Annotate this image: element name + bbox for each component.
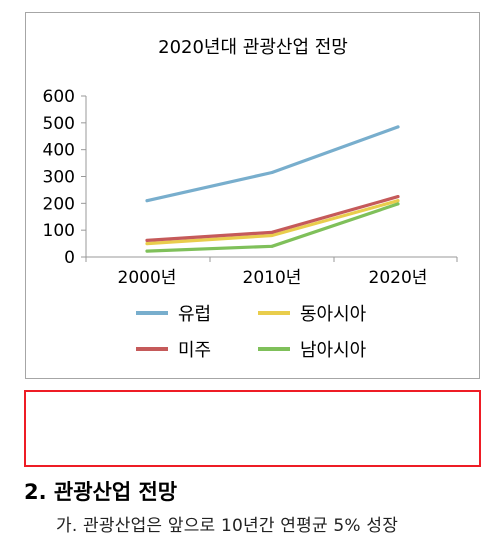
data-point (145, 199, 149, 203)
chart-title: 2020년대 관광산업 전망 (158, 37, 348, 58)
y-tick-label: 500 (43, 114, 75, 134)
data-point (145, 242, 149, 246)
legend-label: 남아시아 (300, 340, 367, 361)
data-point (145, 238, 149, 242)
y-tick-label: 0 (64, 248, 75, 268)
legend-label: 동아시아 (300, 304, 367, 325)
y-tick-label: 600 (43, 87, 75, 107)
data-point (396, 195, 400, 199)
x-tick-label: 2000년 (118, 268, 177, 288)
legend-label: 유럽 (178, 304, 211, 325)
data-point (396, 199, 400, 203)
data-point (270, 230, 274, 234)
data-point (396, 202, 400, 206)
chart-container: 2020년대 관광산업 전망 0 100 200 300 400 500 600 2000년… (25, 12, 480, 379)
series-lines (145, 125, 400, 253)
y-tick-label: 100 (43, 221, 75, 241)
data-point (145, 249, 149, 253)
y-tick-label: 300 (43, 168, 75, 188)
data-point (270, 244, 274, 248)
data-point (270, 170, 274, 174)
y-tick-label: 400 (43, 141, 75, 161)
body-text-line: 가. 관광산업은 앞으로 10년간 연평균 5% 성장 (56, 516, 399, 536)
x-tick-label: 2020년 (369, 268, 428, 288)
data-point (396, 125, 400, 129)
x-tick-label: 2010년 (243, 268, 302, 288)
line-chart: 2020년대 관광산업 전망 0 100 200 300 400 500 600 2000년… (43, 37, 458, 361)
legend-label: 미주 (178, 340, 211, 361)
highlight-box (24, 390, 481, 467)
section-heading: 2. 관광산업 전망 (24, 480, 178, 504)
y-tick-label: 200 (43, 194, 75, 214)
x-axis-ticks: 2000년 2010년 2020년 (85, 257, 458, 288)
data-point (270, 234, 274, 238)
series-line (145, 125, 400, 203)
y-axis-ticks: 0 100 200 300 400 500 600 (43, 87, 86, 268)
